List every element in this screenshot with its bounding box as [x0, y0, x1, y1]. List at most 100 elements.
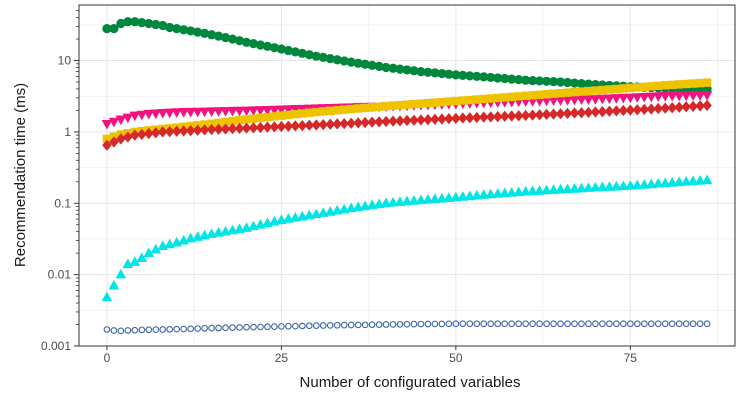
data-point — [122, 113, 134, 124]
data-point — [570, 87, 579, 97]
data-point — [520, 109, 531, 122]
data-point — [701, 174, 713, 185]
data-point — [639, 92, 650, 103]
data-point — [403, 320, 411, 328]
data-point — [652, 92, 664, 102]
data-point — [597, 106, 608, 118]
data-point — [667, 102, 677, 114]
data-point — [276, 120, 287, 133]
data-point — [359, 200, 371, 211]
data-point — [508, 320, 516, 328]
data-point — [290, 211, 301, 222]
y-tick-label: 1 — [64, 125, 71, 139]
series-4 — [102, 99, 712, 151]
data-point — [171, 108, 182, 118]
data-point — [666, 177, 678, 187]
data-point — [563, 88, 572, 97]
data-point — [227, 123, 238, 135]
data-point — [185, 124, 196, 137]
data-point — [402, 100, 412, 109]
data-point — [450, 191, 462, 202]
data-point — [213, 107, 224, 117]
data-point — [130, 129, 140, 141]
data-point — [681, 79, 691, 89]
data-point — [422, 193, 434, 204]
y-tick-label: 10 — [58, 54, 72, 68]
data-point — [513, 110, 524, 122]
data-point — [305, 322, 313, 330]
data-point — [703, 320, 711, 328]
data-point — [694, 91, 706, 101]
data-point — [394, 196, 406, 206]
data-point — [613, 320, 620, 328]
data-point — [109, 24, 119, 34]
data-point — [109, 136, 119, 148]
data-point — [444, 113, 454, 125]
data-point — [431, 320, 439, 328]
data-point — [506, 110, 517, 122]
data-point — [618, 93, 629, 104]
data-point — [667, 80, 677, 90]
data-point — [459, 320, 467, 328]
data-point — [659, 92, 671, 102]
data-point — [562, 107, 573, 120]
data-point — [674, 80, 684, 89]
data-point — [150, 109, 162, 120]
data-point — [541, 108, 552, 121]
data-point — [513, 186, 524, 197]
data-point — [521, 91, 530, 101]
data-point — [562, 183, 573, 194]
data-point — [366, 199, 378, 210]
data-point — [192, 107, 203, 118]
data-point — [632, 104, 643, 116]
data-point — [367, 116, 377, 128]
data-point — [271, 323, 278, 330]
data-point — [269, 121, 280, 133]
data-point — [395, 100, 405, 110]
data-point — [137, 128, 147, 140]
data-point — [381, 115, 391, 128]
data-point — [696, 320, 704, 328]
data-point — [611, 105, 622, 117]
data-point — [110, 327, 118, 334]
data-point — [429, 193, 441, 204]
data-point — [317, 207, 329, 217]
data-point — [506, 186, 517, 197]
data-point — [486, 94, 495, 103]
data-point — [534, 185, 545, 195]
data-point — [682, 320, 690, 328]
data-point — [515, 320, 523, 328]
data-point — [360, 116, 370, 129]
data-point — [368, 321, 376, 329]
data-point — [451, 112, 461, 124]
data-point — [361, 321, 369, 329]
data-point — [569, 107, 580, 119]
data-point — [402, 114, 412, 127]
data-point — [464, 190, 476, 201]
data-point — [319, 322, 327, 329]
data-point — [674, 101, 684, 113]
data-point — [319, 107, 328, 116]
data-point — [262, 121, 273, 133]
data-point — [290, 105, 301, 115]
data-point — [438, 320, 446, 328]
data-point — [236, 324, 243, 331]
data-point — [199, 124, 210, 136]
data-point — [257, 323, 264, 331]
data-point — [171, 125, 182, 137]
data-point — [138, 326, 146, 334]
data-point — [410, 320, 418, 328]
data-point — [619, 84, 628, 93]
data-point — [661, 81, 670, 90]
data-point — [332, 118, 342, 130]
data-point — [325, 118, 335, 130]
data-point — [373, 198, 385, 209]
data-point — [604, 105, 615, 117]
data-point — [473, 320, 481, 328]
data-point — [408, 195, 420, 205]
data-point — [346, 104, 356, 114]
data-point — [346, 117, 356, 129]
data-point — [206, 228, 217, 238]
data-point — [269, 105, 280, 116]
